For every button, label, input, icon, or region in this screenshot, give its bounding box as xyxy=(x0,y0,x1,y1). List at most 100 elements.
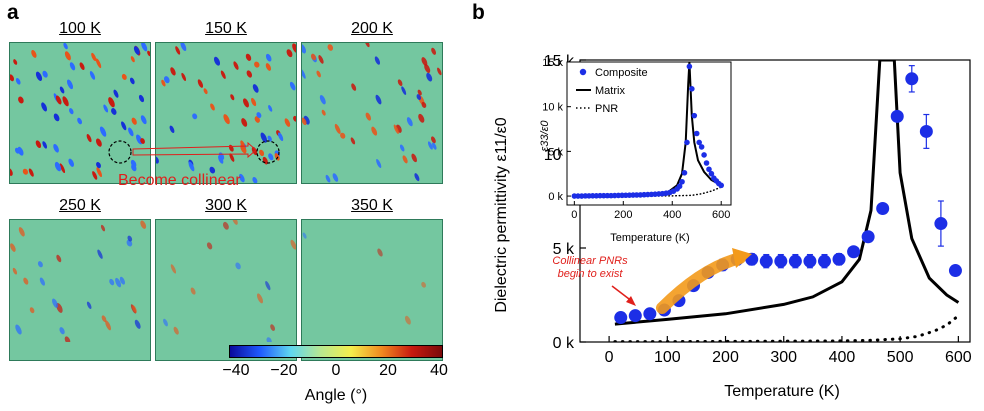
legend-marker-composite xyxy=(579,68,587,76)
domain-streak xyxy=(417,89,422,96)
inset-y-tick-label: 10 k xyxy=(542,102,563,114)
domain-streak xyxy=(399,144,405,152)
domain-streak xyxy=(206,242,213,250)
inset-data-point-composite xyxy=(684,139,690,146)
domain-streak xyxy=(12,267,18,275)
domain-streak xyxy=(209,166,216,174)
domain-streak xyxy=(141,43,148,52)
domain-streak xyxy=(156,156,159,164)
data-point-composite xyxy=(643,307,657,321)
angle-map-200k xyxy=(301,42,443,184)
domain-streak xyxy=(140,115,147,125)
angle-map-300k xyxy=(155,219,297,361)
x-axis-label: Temperature (K) xyxy=(724,383,840,400)
domain-streak xyxy=(418,113,425,123)
data-point-composite xyxy=(628,309,642,323)
domain-streak xyxy=(414,173,420,182)
angle-map-150k xyxy=(155,42,297,184)
domain-streak xyxy=(265,63,272,71)
inset-data-point-composite xyxy=(696,139,702,146)
domain-streak xyxy=(284,118,291,127)
trend-arrow-head xyxy=(732,248,752,268)
map-title-150k: 150 K xyxy=(205,20,247,37)
domain-streak xyxy=(426,72,433,82)
domain-streak xyxy=(210,103,215,111)
domain-streak xyxy=(277,132,284,142)
domain-streak xyxy=(203,88,208,95)
collinear-label: Become collinear xyxy=(118,172,241,189)
colorbar-tick: −40 xyxy=(222,362,250,379)
domain-streak xyxy=(41,102,48,112)
data-point-composite xyxy=(847,245,861,259)
x-tick-label: 600 xyxy=(945,349,972,366)
domain-streak xyxy=(432,142,437,150)
domain-streak xyxy=(246,70,253,78)
panel-b-letter: b xyxy=(472,1,485,24)
x-tick-label: 0 xyxy=(605,349,614,366)
domain-streak xyxy=(96,167,103,178)
colorbar-tick: −20 xyxy=(270,362,298,379)
domain-streak xyxy=(10,167,13,176)
map-title-100k: 100 K xyxy=(59,20,101,37)
inset-data-point-composite xyxy=(708,170,715,177)
data-point-composite xyxy=(876,202,890,216)
inset-data-point-composite xyxy=(703,160,710,166)
domain-streak xyxy=(188,161,195,172)
angle-map-100k xyxy=(9,42,151,184)
domain-streak xyxy=(437,67,442,76)
colorbar-label: Angle (°) xyxy=(304,387,368,404)
domain-streak xyxy=(77,117,83,125)
domain-streak xyxy=(69,108,74,115)
domain-streak xyxy=(103,104,109,113)
domain-streak xyxy=(220,70,226,79)
domain-streak xyxy=(54,161,62,172)
x-tick-label: 300 xyxy=(770,349,797,366)
domain-streak xyxy=(424,63,431,74)
domain-streak xyxy=(170,67,176,76)
domain-streak xyxy=(302,68,306,79)
domain-streak xyxy=(138,94,145,103)
domain-streak xyxy=(251,97,257,107)
domain-streak xyxy=(66,79,74,90)
angle-map-250k xyxy=(9,219,151,361)
domain-streak xyxy=(374,56,381,65)
domain-streak xyxy=(18,227,25,237)
domain-streak xyxy=(241,118,248,127)
map-title-350k: 350 K xyxy=(351,197,393,214)
domain-streak xyxy=(22,168,29,175)
domain-streak xyxy=(175,46,181,55)
inset-x-tick-label: 0 xyxy=(571,209,577,221)
domain-streak xyxy=(192,113,198,120)
domain-streak xyxy=(35,140,42,149)
inset-x-axis-label: Temperature (K) xyxy=(610,232,689,244)
domain-streak xyxy=(286,49,293,58)
domain-streak xyxy=(173,326,179,335)
map-title-250k: 250 K xyxy=(59,197,101,214)
domain-streak xyxy=(130,159,137,168)
domain-streak xyxy=(147,50,150,57)
domain-streak xyxy=(64,51,71,61)
domain-streak xyxy=(64,336,71,342)
domain-streak xyxy=(427,141,433,150)
data-point-composite xyxy=(817,254,831,268)
domain-streak xyxy=(59,86,65,94)
inset-y-tick-label: 0 k xyxy=(548,191,563,203)
domain-streak xyxy=(169,125,175,134)
data-point-composite xyxy=(890,109,904,123)
domain-streak xyxy=(421,57,428,66)
domain-streak xyxy=(265,53,272,62)
domain-streak xyxy=(128,127,134,137)
colorbar-tick: 0 xyxy=(331,362,341,379)
inset-x-tick-label: 200 xyxy=(614,209,632,221)
domain-streak xyxy=(252,84,259,93)
domain-streak xyxy=(99,126,107,137)
domain-streak xyxy=(218,155,224,164)
domain-streak xyxy=(10,243,16,252)
domain-streak xyxy=(266,337,272,342)
inset-x-tick-label: 600 xyxy=(712,209,730,221)
domain-streak xyxy=(256,293,264,304)
domain-streak xyxy=(86,301,92,309)
data-point-composite xyxy=(919,124,933,138)
domain-streak xyxy=(53,113,60,122)
domain-streak xyxy=(95,138,102,147)
